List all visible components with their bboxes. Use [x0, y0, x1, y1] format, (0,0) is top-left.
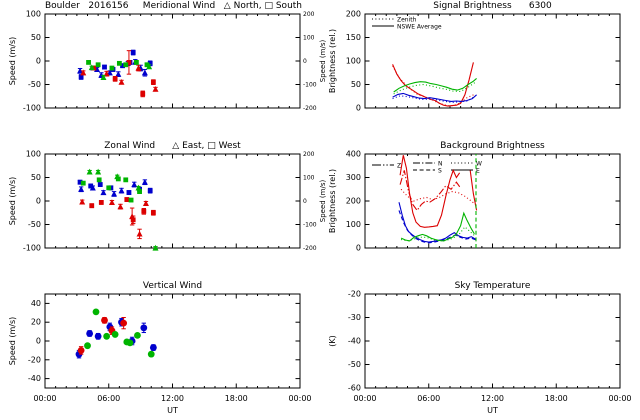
svg-text:0: 0 [36, 197, 41, 206]
panel-zonal-wind: -100 -50 0 50 100 Speed (m/s) -200 -100 0 100 200 S… [8, 150, 327, 253]
svg-text:(K): (K) [328, 335, 337, 347]
svg-text:NSWE Average: NSWE Average [397, 24, 442, 31]
svg-text:100: 100 [346, 57, 361, 66]
svg-text:50: 50 [31, 173, 41, 182]
svg-text:100: 100 [303, 175, 315, 182]
svg-text:00:00: 00:00 [33, 394, 56, 403]
panel-sky-temperature: 00:00 06:00 12:00 18:00 00:00 UT -60 -50 -40 -30 -… [328, 290, 632, 416]
svg-text:Brightness (rel.): Brightness (rel.) [328, 29, 337, 93]
title-sky-temperature: Sky Temperature [454, 281, 531, 291]
svg-text:150: 150 [346, 33, 361, 42]
svg-text:Speed (m/s): Speed (m/s) [319, 40, 327, 83]
svg-text:N: N [438, 161, 443, 168]
svg-text:50: 50 [31, 33, 41, 42]
svg-text:UT: UT [487, 406, 498, 415]
svg-text:00:00: 00:00 [608, 394, 631, 403]
svg-text:-100: -100 [303, 222, 317, 229]
svg-text:-50: -50 [28, 80, 41, 89]
svg-text:100: 100 [303, 35, 315, 42]
svg-text:-60: -60 [348, 384, 361, 393]
svg-text:W: W [476, 161, 482, 168]
svg-text:400: 400 [346, 150, 361, 159]
svg-text:Speed (m/s): Speed (m/s) [319, 180, 327, 223]
svg-text:Brightness (rel.): Brightness (rel.) [328, 169, 337, 233]
svg-text:0: 0 [356, 244, 361, 253]
svg-text:-100: -100 [23, 244, 41, 253]
svg-text:40: 40 [31, 299, 41, 308]
svg-text:-50: -50 [348, 360, 361, 369]
svg-text:-40: -40 [28, 374, 41, 383]
panel-background-brightness: 0 100 200 300 400 Brightness (rel.) Z NS WE [328, 150, 621, 253]
svg-text:300: 300 [346, 173, 361, 182]
svg-text:18:00: 18:00 [225, 394, 248, 403]
title-vertical-wind: Vertical Wind [142, 281, 203, 291]
title-meridional-wind: Boulder 2016156 Meridional Wind △ North,… [45, 1, 303, 11]
svg-text:Speed (m/s): Speed (m/s) [8, 177, 17, 226]
svg-text:12:00: 12:00 [161, 394, 184, 403]
svg-text:-100: -100 [303, 82, 317, 89]
svg-text:50: 50 [351, 80, 361, 89]
svg-text:100: 100 [346, 220, 361, 229]
svg-text:20: 20 [31, 318, 41, 327]
svg-text:UT: UT [167, 406, 178, 415]
svg-text:Zenith: Zenith [397, 17, 417, 24]
svg-text:-30: -30 [348, 313, 361, 322]
svg-text:0: 0 [36, 57, 41, 66]
svg-text:-100: -100 [23, 104, 41, 113]
svg-text:Speed (m/s): Speed (m/s) [8, 317, 17, 366]
svg-text:200: 200 [346, 10, 361, 19]
svg-text:100: 100 [26, 150, 41, 159]
svg-text:0: 0 [356, 104, 361, 113]
svg-text:0: 0 [303, 198, 307, 205]
svg-text:E: E [476, 168, 480, 175]
svg-text:-200: -200 [303, 245, 317, 252]
panel-signal-brightness: 0 50 100 150 200 Brightness (rel.) ZenithNSWE … [328, 10, 621, 113]
svg-text:200: 200 [303, 151, 315, 158]
svg-text:18:00: 18:00 [545, 394, 568, 403]
svg-text:-200: -200 [303, 105, 317, 112]
title-signal-brightness: Signal Brightness 6300 [433, 1, 552, 11]
svg-text:06:00: 06:00 [97, 394, 120, 403]
svg-text:-20: -20 [28, 355, 41, 364]
svg-text:00:00: 00:00 [353, 394, 376, 403]
svg-text:-40: -40 [348, 337, 361, 346]
svg-text:0: 0 [36, 337, 41, 346]
svg-text:Speed (m/s): Speed (m/s) [8, 37, 17, 86]
svg-text:0: 0 [303, 58, 307, 65]
svg-text:12:00: 12:00 [481, 394, 504, 403]
svg-text:06:00: 06:00 [417, 394, 440, 403]
title-zonal-wind: Zonal Wind △ East, □ West [104, 141, 241, 151]
svg-text:S: S [438, 168, 442, 175]
svg-text:100: 100 [26, 10, 41, 19]
title-background-brightness: Background Brightness [440, 141, 545, 151]
svg-text:00:00: 00:00 [288, 394, 311, 403]
svg-text:200: 200 [346, 197, 361, 206]
svg-text:200: 200 [303, 11, 315, 18]
panel-meridional-wind: -100 -50 0 50 100 Speed (m/s) -200 -100 0 100 200 S… [8, 10, 327, 113]
svg-text:-50: -50 [28, 220, 41, 229]
svg-text:-20: -20 [348, 290, 361, 299]
svg-text:Z: Z [397, 163, 401, 170]
panel-vertical-wind: 00:00 06:00 12:00 18:00 00:00 UT -40 -20 0 20 40 Sp… [8, 293, 312, 415]
